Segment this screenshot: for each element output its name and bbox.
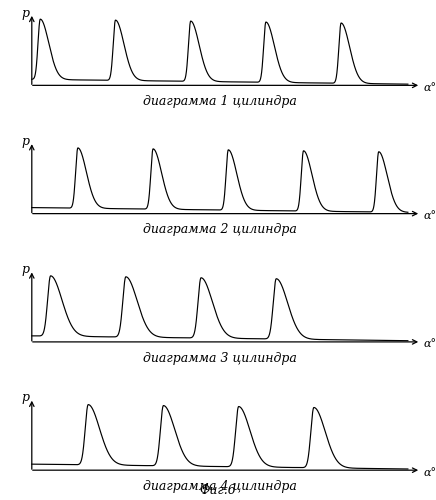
Text: p: p xyxy=(21,392,29,404)
Text: α°: α° xyxy=(423,211,436,221)
Text: α°: α° xyxy=(423,83,436,93)
Text: p: p xyxy=(21,263,29,276)
Text: p: p xyxy=(21,6,29,20)
Text: α°: α° xyxy=(423,468,436,477)
Text: p: p xyxy=(21,135,29,148)
Text: Фиг.6: Фиг.6 xyxy=(200,484,236,498)
Text: диаграмма 3 цилиндра: диаграмма 3 цилиндра xyxy=(143,352,297,364)
Text: диаграмма 4 цилиндра: диаграмма 4 цилиндра xyxy=(143,480,297,493)
Text: диаграмма 1 цилиндра: диаграмма 1 цилиндра xyxy=(143,95,297,108)
Text: α°: α° xyxy=(423,340,436,349)
Text: диаграмма 2 цилиндра: диаграмма 2 цилиндра xyxy=(143,224,297,236)
